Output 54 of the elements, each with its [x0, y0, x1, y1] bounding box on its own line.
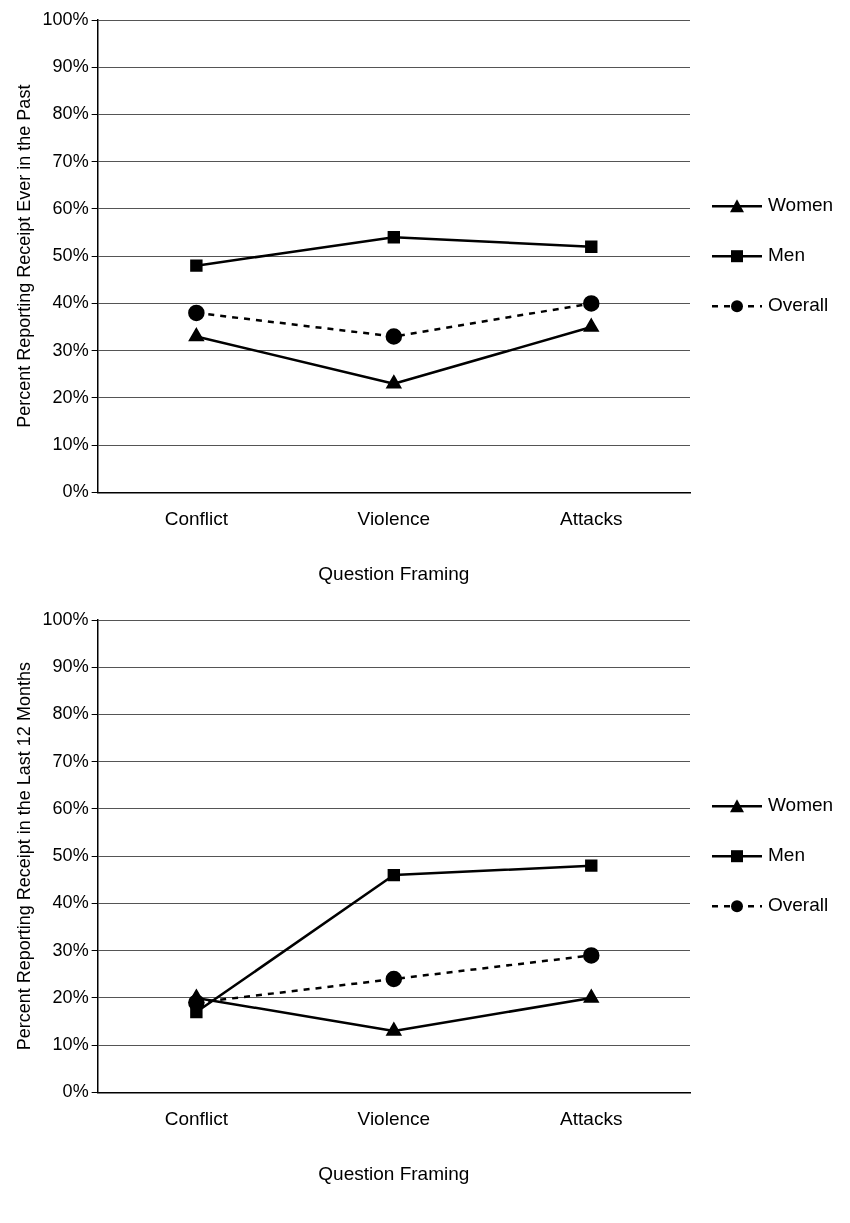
point	[385, 328, 403, 345]
point	[583, 295, 600, 312]
y-tick-label: 40%	[52, 292, 89, 313]
point	[189, 989, 204, 1003]
x-tick-label: Violence	[357, 508, 431, 530]
legend-label: Overall	[768, 894, 829, 916]
x-axis-title: Question Framing	[318, 562, 470, 584]
point	[387, 231, 401, 244]
y-tick-label: 60%	[52, 797, 89, 818]
legend-label: Overall	[768, 294, 829, 316]
legend-label: Women	[768, 794, 834, 816]
point	[386, 1022, 402, 1036]
y-tick-label: 30%	[52, 339, 89, 360]
x-tick-label: Conflict	[164, 1108, 229, 1130]
y-tick-label: 20%	[52, 986, 89, 1007]
y-tick-label: 60%	[52, 197, 89, 218]
point	[188, 304, 205, 322]
y-tick-label: 20%	[52, 386, 89, 407]
y-tick-label: 30%	[52, 939, 89, 960]
point	[386, 375, 402, 389]
y-tick-label: 10%	[52, 434, 89, 455]
legend-label: Men	[768, 844, 805, 866]
y-tick-label: 70%	[52, 750, 89, 771]
point	[387, 868, 401, 882]
y-tick-label: 50%	[52, 245, 89, 266]
y-tick-label: 50%	[52, 845, 89, 866]
legend-label: Men	[768, 244, 805, 266]
y-tick-label: 90%	[52, 656, 89, 677]
y-tick-label: 90%	[52, 56, 89, 77]
x-tick-label: Conflict	[164, 508, 229, 530]
x-axis-title: Question Framing	[318, 1162, 470, 1184]
y-axis-title: Percent Reporting Receipt in the Last 12 Months	[13, 662, 34, 1051]
y-tick-label: 70%	[52, 150, 89, 171]
y-axis-title: Percent Reporting Receipt Ever in the Past	[13, 84, 34, 428]
point	[583, 318, 599, 332]
y-tick-label: 40%	[52, 892, 89, 913]
point	[583, 947, 600, 964]
y-tick-label: 100%	[42, 608, 89, 629]
y-tick-label: 0%	[62, 481, 89, 502]
y-tick-label: 80%	[52, 103, 89, 124]
x-tick-label: Violence	[357, 1108, 431, 1130]
y-tick-label: 0%	[62, 1081, 89, 1102]
point	[385, 970, 403, 988]
legend-label: Women	[768, 194, 834, 216]
point	[189, 328, 204, 342]
point	[585, 240, 598, 253]
point	[190, 259, 203, 272]
x-tick-label: Attacks	[560, 508, 623, 530]
point	[585, 859, 598, 872]
y-tick-label: 100%	[42, 8, 89, 29]
x-tick-label: Attacks	[560, 1108, 623, 1130]
point	[583, 989, 599, 1003]
y-tick-label: 10%	[52, 1034, 89, 1055]
y-tick-label: 80%	[52, 703, 89, 724]
